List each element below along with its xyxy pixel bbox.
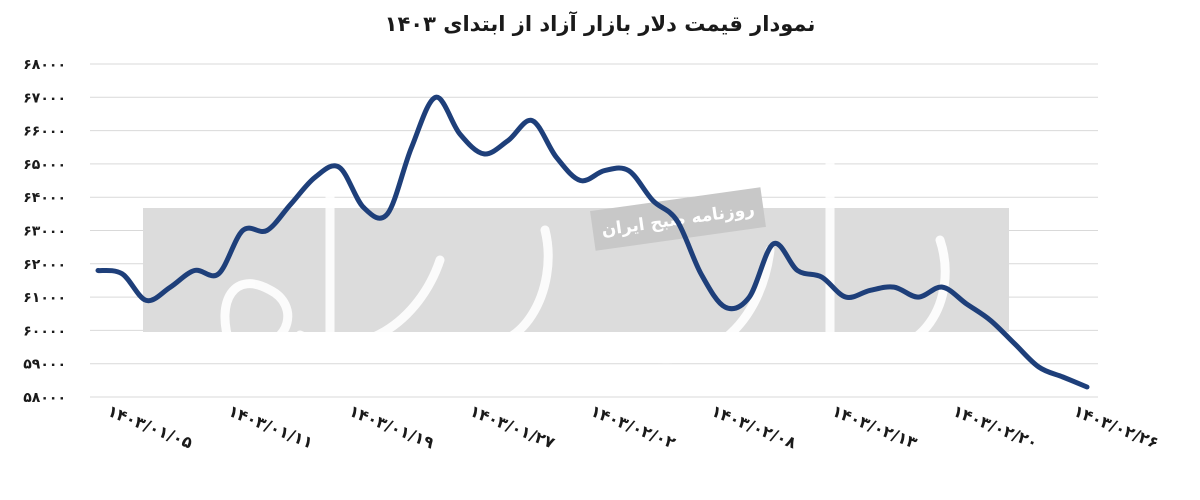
chart-title: نمودار قیمت دلار بازار آزاد از ابتدای ۱۴… — [384, 12, 816, 36]
y-tick-label: ۶۶۰۰۰ — [23, 124, 66, 140]
y-tick-label: ۶۵۰۰۰ — [23, 157, 66, 173]
x-tick-label: ۱۴۰۳/۰۱/۰۵ — [105, 401, 196, 452]
x-tick-label: ۱۴۰۳/۰۲/۰۸ — [709, 401, 800, 452]
y-tick-label: ۶۲۰۰۰ — [23, 257, 66, 273]
y-tick-label: ۶۳۰۰۰ — [23, 224, 66, 240]
watermark: روزنامه صبح ایران — [143, 155, 1009, 364]
x-tick-label: ۱۴۰۳/۰۱/۱۹ — [346, 401, 437, 452]
y-axis-tick-labels: ۵۸۰۰۰ ۵۹۰۰۰ ۶۰۰۰۰ ۶۱۰۰۰ ۶۲۰۰۰ ۶۳۰۰۰ ۶۴۰۰۰ ۶۵۰۰۰… — [23, 57, 66, 406]
watermark-logo — [220, 155, 950, 364]
x-tick-label: ۱۴۰۳/۰۲/۱۳ — [829, 401, 920, 452]
y-tick-label: ۶۴۰۰۰ — [23, 190, 66, 206]
x-tick-label: ۱۴۰۳/۰۱/۱۱ — [226, 401, 316, 452]
x-axis-tick-labels: ۱۴۰۳/۰۱/۰۵ ۱۴۰۳/۰۱/۱۱ ۱۴۰۳/۰۱/۱۹ ۱۴۰۳/۰۱/۲۷… — [105, 401, 1161, 452]
y-tick-label: ۵۹۰۰۰ — [23, 357, 66, 373]
y-tick-label: ۶۱۰۰۰ — [23, 290, 66, 306]
x-tick-label: ۱۴۰۳/۰۲/۲۰ — [950, 401, 1040, 452]
y-tick-label: ۶۰۰۰۰ — [23, 323, 66, 339]
y-tick-label: ۶۸۰۰۰ — [23, 57, 66, 73]
series — [95, 94, 1090, 390]
x-tick-label: ۱۴۰۳/۰۲/۲۶ — [1071, 401, 1161, 452]
y-tick-label: ۵۸۰۰۰ — [23, 390, 66, 406]
price-line — [95, 94, 1090, 390]
x-tick-label: ۱۴۰۳/۰۱/۲۷ — [467, 401, 558, 452]
y-tick-label: ۶۷۰۰۰ — [23, 90, 66, 106]
x-tick-label: ۱۴۰۳/۰۲/۰۲ — [588, 401, 679, 452]
